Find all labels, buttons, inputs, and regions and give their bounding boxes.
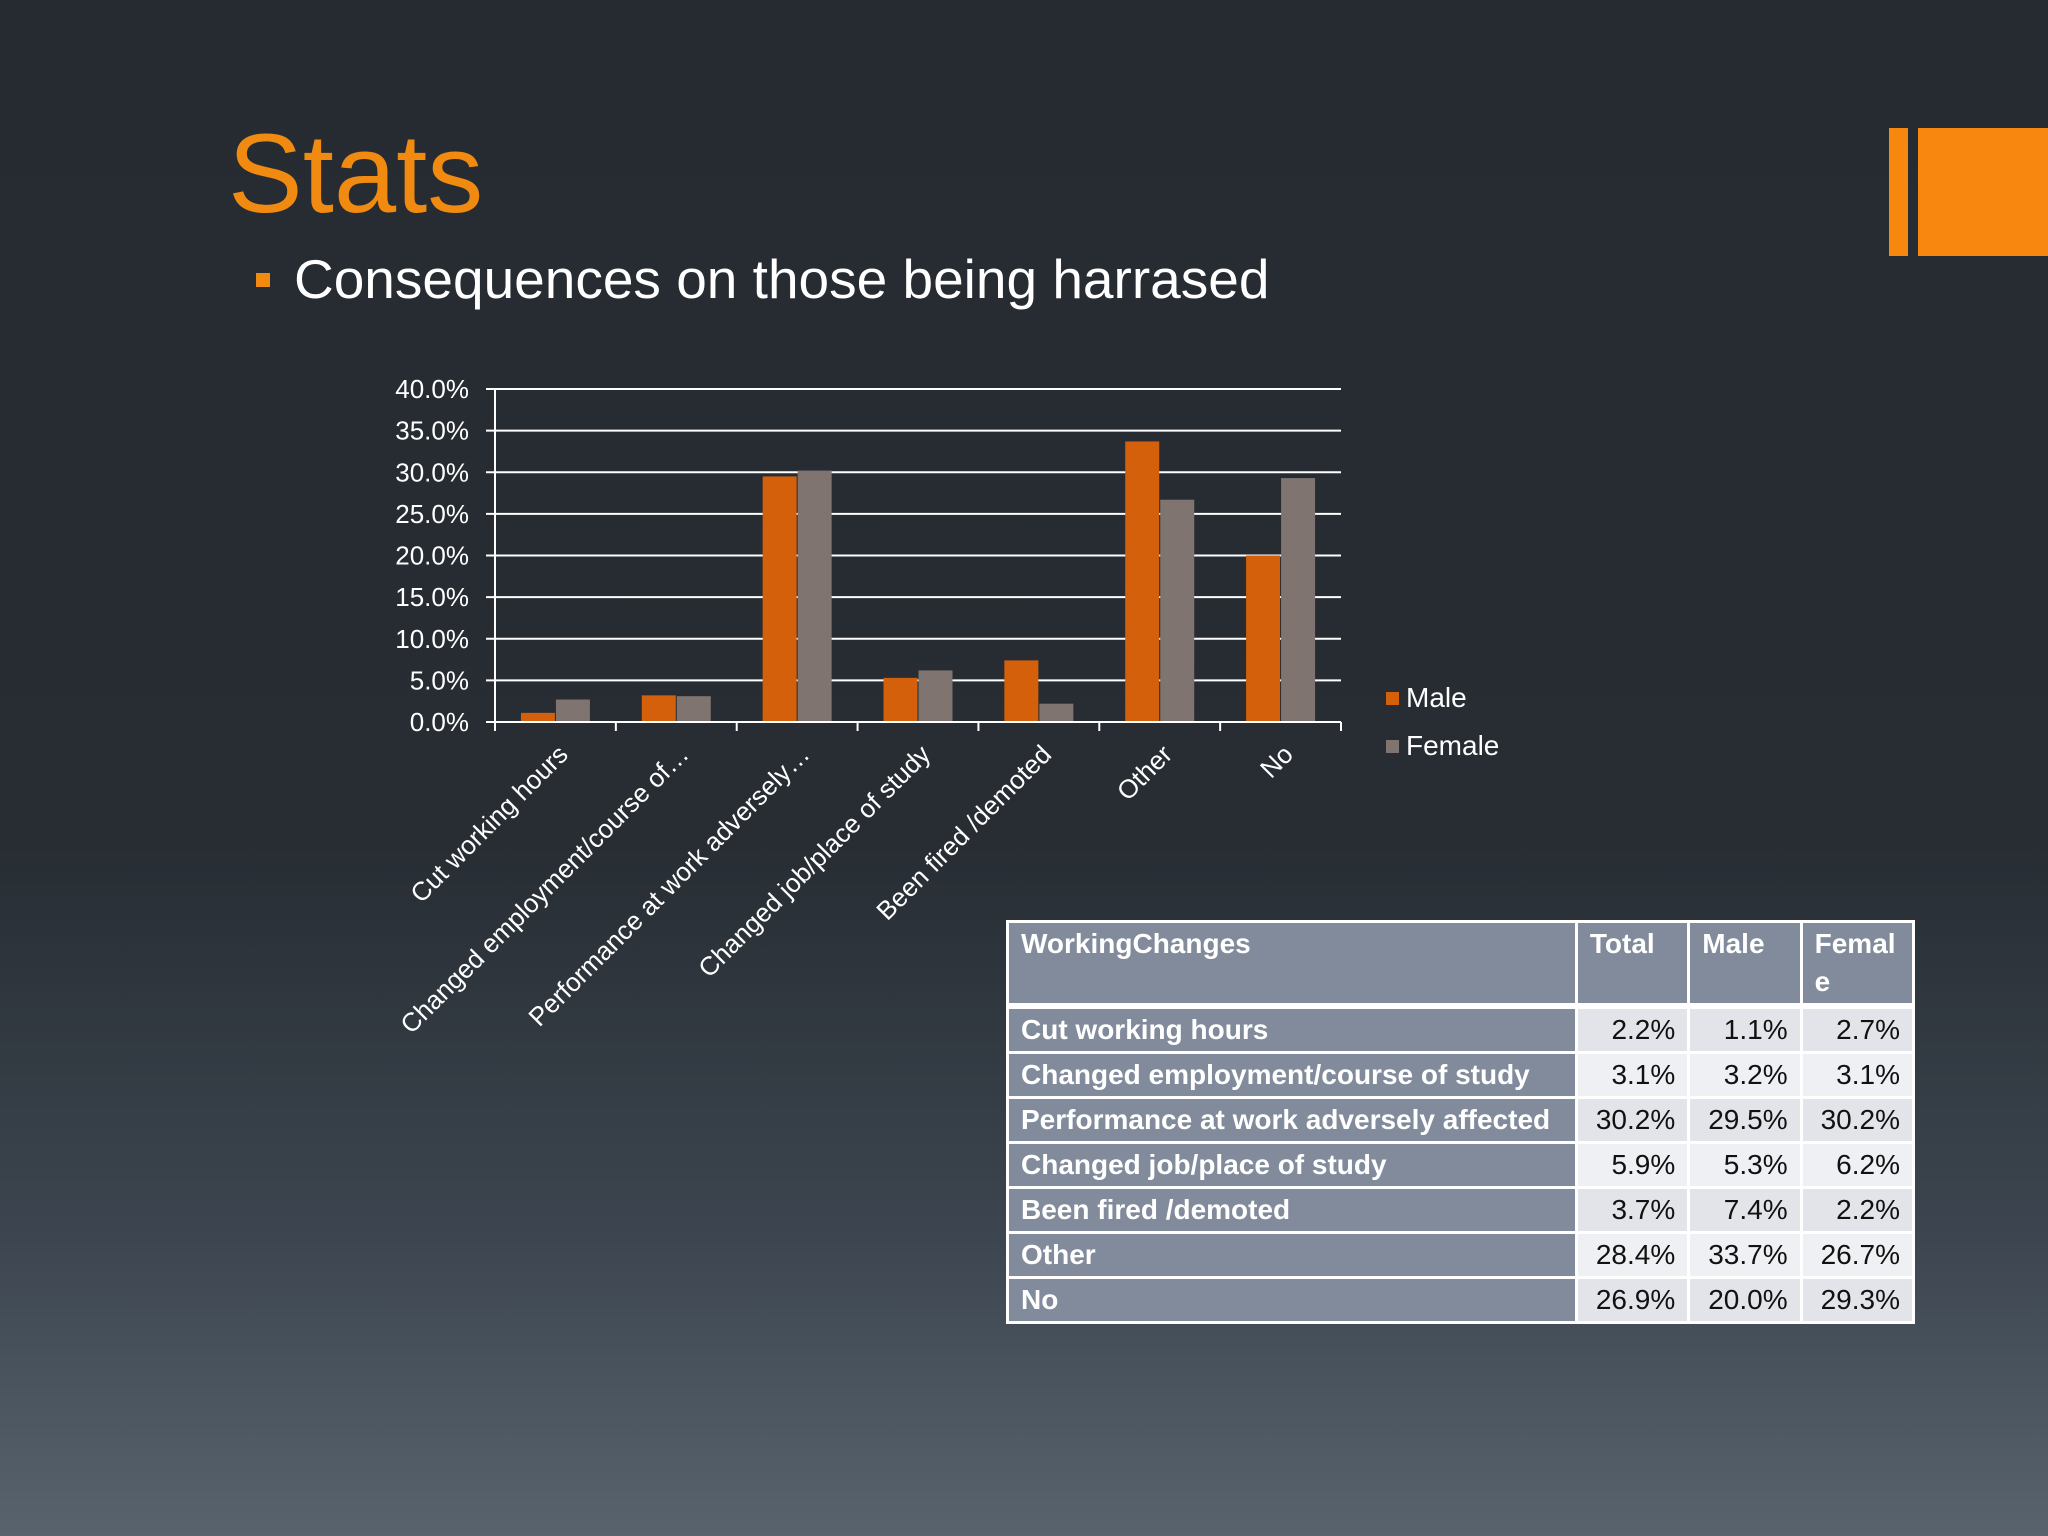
cell-male: 1.1% [1687, 1004, 1803, 1054]
bar-male-6 [1246, 555, 1281, 722]
bars [520, 441, 1316, 722]
bullet-text: Consequences on those being harrased [294, 248, 1270, 310]
bar-male-2 [762, 476, 797, 722]
row-label: Performance at work adversely affected [1006, 1096, 1578, 1144]
table-row: Cut working hours 2.2% 1.1% 2.7% [1006, 1004, 1916, 1054]
row-label: Been fired /demoted [1006, 1186, 1578, 1234]
row-label: Changed employment/course of study [1006, 1051, 1578, 1099]
legend-label-female: Female [1406, 730, 1499, 761]
cell-male: 29.5% [1687, 1096, 1803, 1144]
y-tick-label: 10.0% [395, 624, 469, 654]
bar-female-0 [555, 699, 590, 722]
bar-female-5 [1160, 499, 1195, 722]
legend-label-male: Male [1406, 682, 1467, 713]
cell-total: 28.4% [1574, 1231, 1691, 1279]
x-tick-label: No [1254, 739, 1299, 784]
table-row: Other 28.4% 33.7% 26.7% [1006, 1231, 1916, 1279]
row-label: Changed job/place of study [1006, 1141, 1578, 1189]
table-header-female: Femal e [1799, 920, 1916, 1009]
axes [494, 389, 1342, 731]
y-tick-label: 40.0% [395, 374, 469, 404]
bar-female-2 [797, 470, 832, 722]
cell-male: 5.3% [1687, 1141, 1803, 1189]
bar-female-3 [918, 670, 953, 722]
y-tick-label: 30.0% [395, 457, 469, 487]
y-tick-label: 20.0% [395, 541, 469, 571]
cell-male: 7.4% [1687, 1186, 1803, 1234]
y-tick-label: 25.0% [395, 499, 469, 529]
bullet-square-icon [256, 272, 270, 287]
bar-chart: 0.0% 5.0% 10.0% 15.0% 20.0% 25.0% 30.0% 35.0% 40… [395, 374, 1499, 983]
y-tick-label: 5.0% [410, 665, 469, 695]
table-row: Changed job/place of study 5.9% 5.3% 6.2… [1006, 1141, 1916, 1189]
cell-total: 26.9% [1574, 1276, 1691, 1324]
cell-total: 3.7% [1574, 1186, 1691, 1234]
cell-female: 26.7% [1799, 1231, 1916, 1279]
table-header-total: Total [1574, 920, 1691, 1009]
grid-lines [495, 388, 1341, 682]
legend-swatch-male [1386, 692, 1399, 705]
bar-male-4 [1004, 660, 1039, 722]
cell-male: 33.7% [1687, 1231, 1803, 1279]
bar-male-0 [520, 712, 555, 722]
cell-total: 5.9% [1574, 1141, 1691, 1189]
table-row: Been fired /demoted 3.7% 7.4% 2.2% [1006, 1186, 1916, 1234]
row-label: No [1006, 1276, 1578, 1324]
table-row: Changed employment/course of study 3.1% … [1006, 1051, 1916, 1099]
table-header-male: Male [1687, 920, 1803, 1009]
cell-female: 2.7% [1799, 1004, 1916, 1054]
accent-bar-wide [1918, 128, 2048, 256]
bar-female-4 [1039, 703, 1074, 722]
table-row: Performance at work adversely affected 3… [1006, 1096, 1916, 1144]
bar-male-3 [883, 677, 918, 722]
cell-female: 30.2% [1799, 1096, 1916, 1144]
accent-decoration [1889, 128, 2048, 256]
cell-female: 6.2% [1799, 1141, 1916, 1189]
data-table: WorkingChanges Total Male Femal e Cut wor… [1006, 920, 1916, 1324]
cell-male: 20.0% [1687, 1276, 1803, 1324]
row-label: Other [1006, 1231, 1578, 1279]
accent-bar-thin [1889, 128, 1908, 256]
x-tick-label: Changed job/place of study [692, 739, 936, 983]
row-label: Cut working hours [1006, 1004, 1578, 1054]
bar-male-1 [641, 695, 676, 722]
bar-female-6 [1281, 478, 1316, 722]
y-tick-label: 0.0% [410, 707, 469, 737]
y-tick-label: 35.0% [395, 416, 469, 446]
cell-female: 3.1% [1799, 1051, 1916, 1099]
legend: Male Female [1386, 682, 1499, 761]
bullet-item: Consequences on those being harrased [256, 252, 1269, 307]
slide-title: Stats [228, 111, 484, 236]
cell-male: 3.2% [1687, 1051, 1803, 1099]
table-row: No 26.9% 20.0% 29.3% [1006, 1276, 1916, 1324]
bar-female-1 [676, 696, 711, 722]
cell-total: 3.1% [1574, 1051, 1691, 1099]
cell-female: 29.3% [1799, 1276, 1916, 1324]
table-header-row: WorkingChanges Total Male Femal e [1006, 920, 1916, 1009]
bar-male-5 [1125, 441, 1160, 722]
x-tick-label: Other [1111, 739, 1178, 806]
cell-total: 30.2% [1574, 1096, 1691, 1144]
table-header-label: WorkingChanges [1006, 920, 1578, 1009]
cell-female: 2.2% [1799, 1186, 1916, 1234]
legend-swatch-female [1386, 740, 1399, 753]
y-tick-label: 15.0% [395, 582, 469, 612]
cell-total: 2.2% [1574, 1004, 1691, 1054]
y-axis-ticks: 0.0% 5.0% 10.0% 15.0% 20.0% 25.0% 30.0% 35.0% 40… [395, 374, 495, 737]
